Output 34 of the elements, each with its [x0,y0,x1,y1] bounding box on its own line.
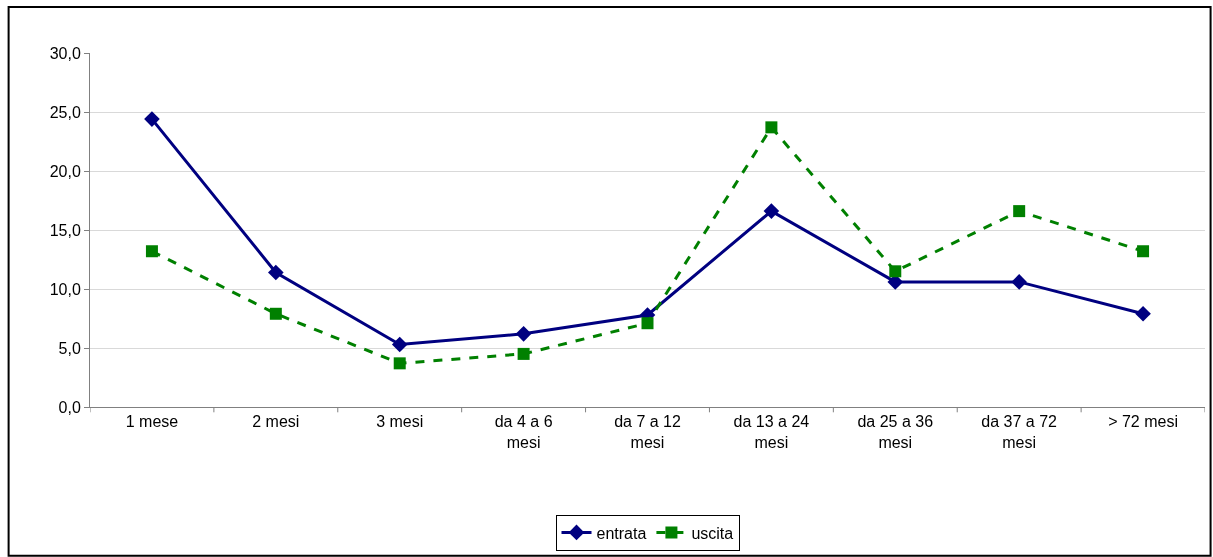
legend-label: entrata [596,524,647,542]
y-tick-label: 15,0 [49,221,81,239]
x-tick-label: > 72 mesi [1108,413,1178,431]
point [1137,245,1150,258]
x-tick-label: 3 mesi [376,413,424,431]
y-tick-label: 10,0 [49,280,81,298]
point [393,357,406,370]
legend-label: uscita [691,524,734,542]
point [765,121,778,134]
y-tick-label: 5,0 [58,339,81,357]
point [889,265,902,278]
x-tick-label: da 13 a 24 mesi [733,413,810,451]
point [641,317,654,330]
x-tick-label: 1 mese [125,413,179,431]
x-tick-label: da 37 a 72 mesi [981,413,1058,451]
y-tick-label: 30,0 [49,44,81,62]
point [269,307,282,320]
x-tick-label: 2 mesi [252,413,300,431]
x-tick-label: da 25 a 36 mesi [857,413,934,451]
point [268,264,284,281]
point [1011,274,1027,290]
x-tick-label: da 7 a 12 mesi [614,413,681,451]
point [391,336,408,353]
point [515,326,532,342]
y-tick-label: 25,0 [49,103,81,121]
point [1013,205,1026,218]
point [1135,305,1151,322]
point [517,347,530,360]
point [145,245,158,258]
y-tick-label: 20,0 [49,162,81,180]
x-tick-label: da 4 a 6 mesi [494,413,553,451]
point [144,111,160,127]
point [763,203,780,219]
y-tick-label: 0,0 [58,398,81,416]
